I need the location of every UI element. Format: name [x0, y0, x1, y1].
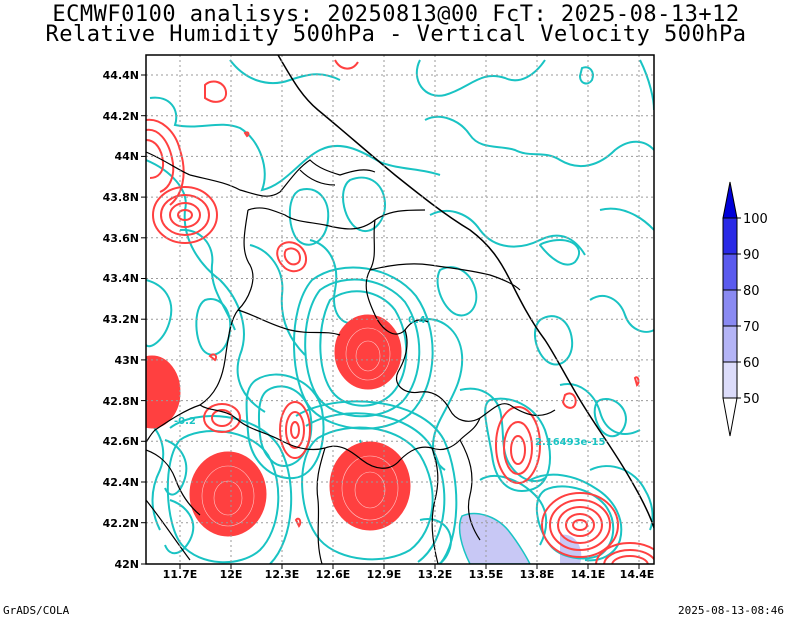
lat-tick-label: 43.8N — [103, 191, 139, 204]
lon-tick-label: 11.7E — [163, 568, 198, 581]
footer-credit: GrADS/COLA — [3, 604, 70, 617]
footer-timestamp: 2025-08-13-08:46 — [678, 604, 784, 617]
lat-tick-label: 42.8N — [103, 395, 139, 408]
colorbar-segment — [722, 253, 738, 291]
lat-tick-label: 42.2N — [103, 517, 139, 530]
colorbar-segment — [722, 217, 738, 255]
colorbar-segment — [722, 361, 738, 399]
lat-tick-label: 42.6N — [103, 435, 139, 448]
lat-tick-label: 43N — [114, 354, 139, 367]
colorbar-segment — [722, 325, 738, 363]
contour-label: 2.16493e-15 — [535, 437, 605, 448]
lat-tick-label: 44.4N — [103, 69, 139, 82]
colorbar-top-arrow — [722, 181, 738, 219]
lat-tick-label: 44N — [114, 150, 139, 163]
colorbar: 100 90 80 70 60 50 — [722, 181, 768, 437]
colorbar-label: 60 — [743, 356, 760, 371]
map-field: 0.4 -0.2 2.16493e-15 — [146, 55, 654, 564]
contour-label: -0.2 — [174, 416, 196, 427]
colorbar-label: 100 — [743, 212, 768, 227]
colorbar-label: 50 — [743, 392, 760, 407]
regional-borders — [146, 151, 556, 564]
lat-tick-label: 43.6N — [103, 232, 139, 245]
colorbar-label: 80 — [743, 284, 760, 299]
lon-tick-label: 12.3E — [265, 568, 300, 581]
colorbar-bottom-arrow — [722, 397, 738, 437]
map-title-line1: ECMWF0100 analisys: 20250813@00 FcT: 202… — [52, 2, 740, 27]
coastline — [277, 55, 654, 529]
map-title-line2: Relative Humidity 500hPa - Vertical Velo… — [45, 22, 747, 47]
lon-tick-label: 12.6E — [316, 568, 351, 581]
map-frame — [145, 54, 655, 565]
lon-tick-label: 14.4E — [620, 568, 655, 581]
colorbar-label: 90 — [743, 248, 760, 263]
lon-tick-label: 12.9E — [367, 568, 402, 581]
lon-tick-label: 12E — [220, 568, 243, 581]
lon-tick-label: 14.1E — [571, 568, 606, 581]
lon-tick-label: 13.2E — [418, 568, 453, 581]
lat-tick-label: 43.4N — [103, 272, 139, 285]
lat-tick-label: 44.2N — [103, 110, 139, 123]
lat-tick-label: 43.2N — [103, 313, 139, 326]
positive-velocity-contours — [146, 59, 654, 564]
lon-tick-label: 13.5E — [469, 568, 504, 581]
velocity-maximum-cores — [146, 314, 411, 537]
colorbar-label: 70 — [743, 320, 760, 335]
colorbar-segment — [722, 289, 738, 327]
lat-tick-label: 42N — [114, 558, 139, 571]
lat-tick-label: 42.4N — [103, 476, 139, 489]
contour-label: 0.4 — [408, 315, 426, 326]
lon-tick-label: 13.8E — [520, 568, 555, 581]
